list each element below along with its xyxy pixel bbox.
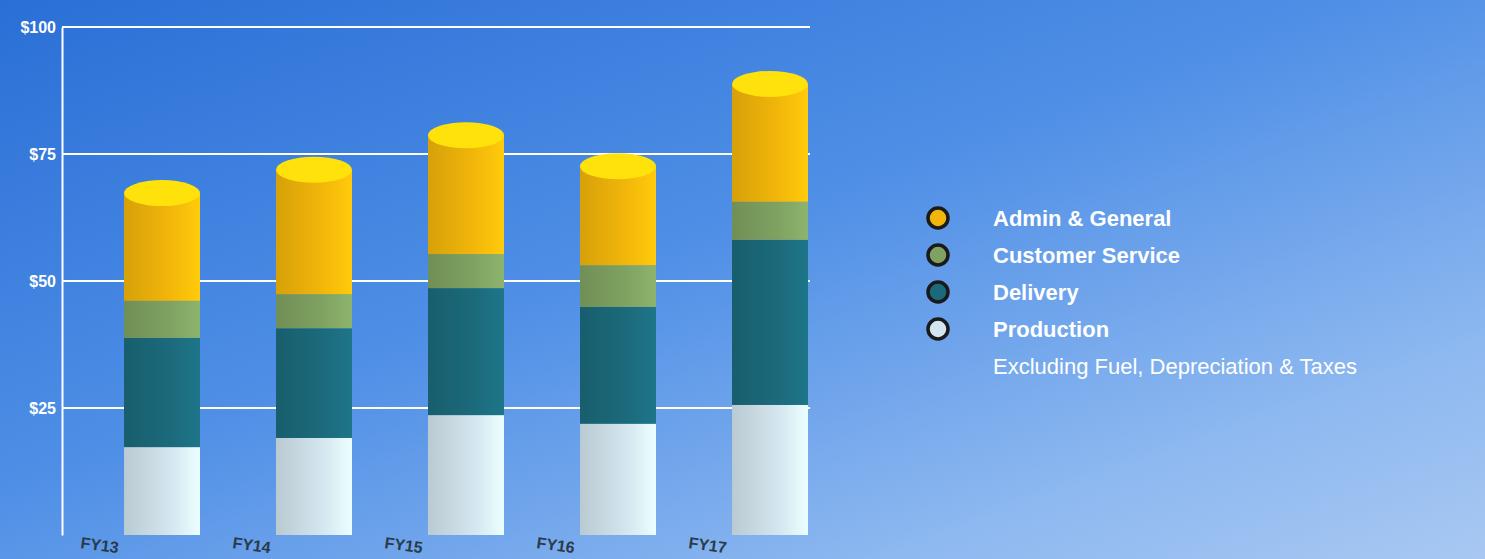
bar-top bbox=[580, 153, 656, 179]
category-label: FY15 bbox=[384, 534, 424, 556]
tick: $100 bbox=[20, 19, 62, 36]
tick: $50 bbox=[29, 273, 62, 290]
legend-swatch bbox=[928, 245, 948, 265]
bar-top bbox=[732, 71, 808, 97]
legend: Admin & General Customer Service Delivery P… bbox=[928, 206, 1180, 342]
legend-swatch bbox=[928, 208, 948, 228]
category-label: FY13 bbox=[80, 534, 120, 556]
legend-label: Customer Service bbox=[993, 243, 1180, 268]
bars bbox=[124, 71, 808, 535]
x-labels: FY13 FY14 FY15 FY16 FY17 bbox=[80, 534, 728, 556]
grid-line bbox=[62, 26, 810, 28]
legend-swatch bbox=[928, 282, 948, 302]
bar-segment bbox=[124, 338, 200, 447]
bar-segment bbox=[428, 415, 504, 535]
tick-label: $25 bbox=[29, 400, 56, 417]
legend-label: Delivery bbox=[993, 280, 1079, 305]
bar-segment bbox=[276, 328, 352, 438]
subtitle: Excluding Fuel, Depreciation & Taxes bbox=[993, 354, 1357, 379]
bar-segment bbox=[580, 166, 656, 265]
bar-segment bbox=[124, 193, 200, 301]
bar-segment bbox=[276, 294, 352, 328]
category-label: FY17 bbox=[688, 534, 728, 556]
bar-segment bbox=[428, 135, 504, 254]
bar-segment bbox=[124, 447, 200, 535]
category-label: FY16 bbox=[536, 534, 576, 556]
bar-top bbox=[428, 122, 504, 148]
tick: $75 bbox=[29, 146, 62, 163]
y-axis: $25 $50 $75 $100 bbox=[20, 19, 62, 536]
bar-top bbox=[124, 180, 200, 206]
bar-segment bbox=[732, 240, 808, 405]
bar-segment bbox=[732, 202, 808, 240]
tick: $25 bbox=[29, 400, 62, 417]
bar-segment bbox=[124, 301, 200, 338]
bar-segment bbox=[428, 288, 504, 415]
legend-label: Admin & General bbox=[993, 206, 1171, 231]
axis-line bbox=[62, 28, 64, 536]
series bbox=[124, 84, 808, 301]
series bbox=[124, 405, 808, 535]
chart: $25 $50 $75 $100 FY13 FY14 FY15 FY16 FY17 Admin &… bbox=[0, 0, 1485, 559]
tick-label: $75 bbox=[29, 146, 56, 163]
bar-segment bbox=[732, 405, 808, 535]
bar-segment bbox=[580, 424, 656, 535]
tick-label: $50 bbox=[29, 273, 56, 290]
bar-top bbox=[276, 157, 352, 183]
series bbox=[124, 240, 808, 447]
legend-label: Production bbox=[993, 317, 1109, 342]
bar-segment bbox=[580, 265, 656, 307]
bar-tops bbox=[124, 71, 808, 206]
tick-label: $100 bbox=[20, 19, 56, 36]
bar-segment bbox=[428, 254, 504, 288]
bar-segment bbox=[732, 84, 808, 202]
category-label: FY14 bbox=[232, 534, 272, 556]
bar-segment bbox=[276, 170, 352, 294]
bar-segment bbox=[580, 307, 656, 424]
bar-segment bbox=[276, 438, 352, 535]
legend-swatch bbox=[928, 319, 948, 339]
